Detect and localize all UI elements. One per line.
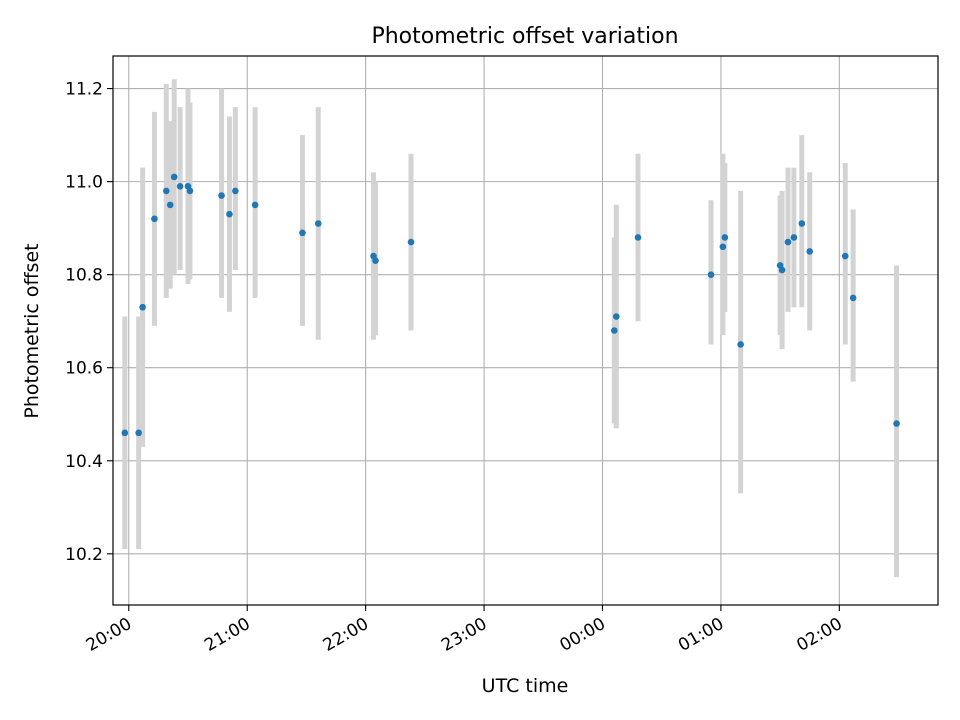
data-point — [612, 313, 620, 320]
chart-title: Photometric offset variation — [371, 24, 678, 49]
x-axis-label: UTC time — [482, 675, 569, 697]
data-point — [778, 266, 786, 274]
data-point — [407, 238, 415, 246]
plot-frame — [112, 55, 939, 606]
data-point — [798, 220, 806, 227]
data-point — [135, 429, 142, 437]
y-axis-label: Photometric offset — [21, 243, 43, 418]
data-point — [719, 243, 727, 251]
data-point — [299, 229, 306, 237]
data-point — [139, 303, 146, 311]
data-point — [707, 271, 715, 278]
data-point — [784, 238, 792, 246]
data-point — [166, 201, 174, 209]
data-point — [162, 187, 170, 195]
data-point — [721, 234, 729, 241]
data-point — [849, 294, 857, 302]
data-point — [218, 192, 225, 199]
data-point — [634, 234, 642, 241]
y-axis: 10.2 10.4 10.6 10.8 11.0 11.2 — [65, 80, 113, 565]
data-point — [186, 187, 194, 195]
data-point — [251, 201, 259, 209]
data-point — [226, 210, 233, 218]
y-tick-label: 10.6 — [65, 359, 103, 379]
y-tick-label: 10.4 — [65, 452, 103, 472]
data-point — [737, 341, 744, 348]
data-point — [806, 248, 814, 255]
data-point — [121, 429, 129, 437]
data-point — [790, 234, 798, 241]
data-point — [372, 257, 379, 265]
data-point — [893, 420, 900, 427]
data-point — [176, 182, 184, 190]
y-tick-label: 11.2 — [65, 80, 103, 100]
data-point — [170, 173, 178, 181]
data-point — [151, 215, 158, 223]
y-tick-label: 11.0 — [65, 173, 103, 193]
data-points — [121, 173, 900, 437]
data-point — [232, 187, 239, 195]
data-point — [314, 220, 322, 227]
y-tick-label: 10.8 — [65, 266, 103, 286]
y-tick-label: 10.2 — [65, 545, 103, 565]
data-point — [841, 252, 849, 260]
data-point — [611, 327, 618, 334]
